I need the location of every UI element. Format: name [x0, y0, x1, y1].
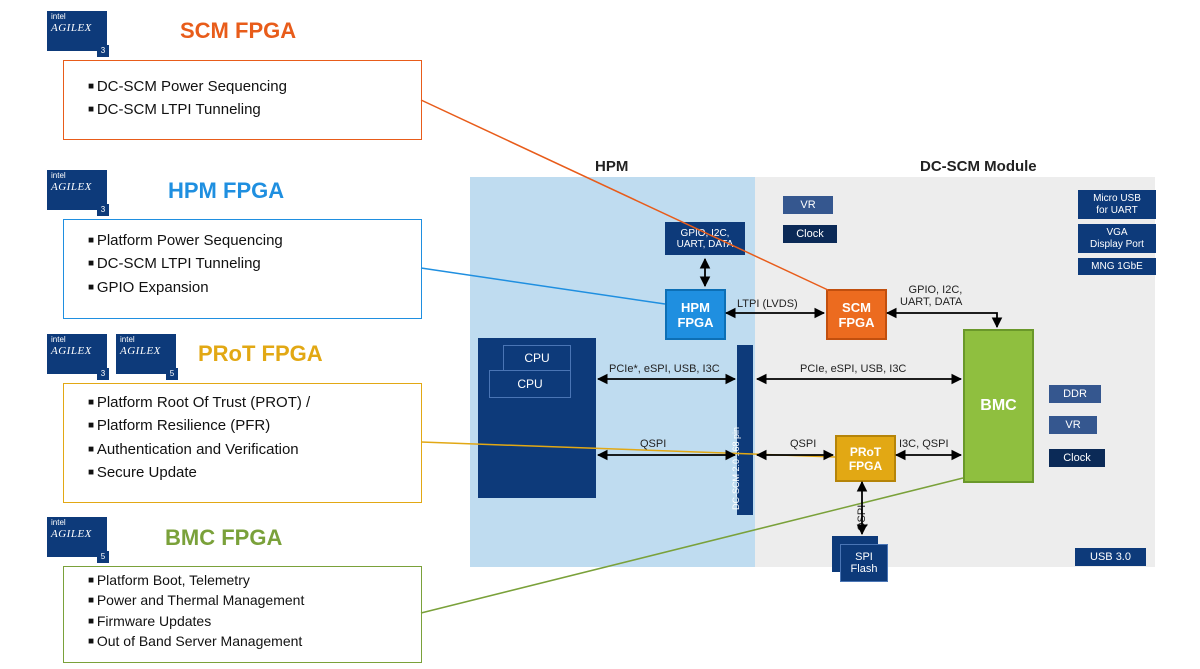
hpm-title: HPM FPGA [168, 178, 284, 204]
tag-vr-2: VR [1049, 416, 1097, 434]
prot-bullets: Platform Root Of Trust (PROT) / Platform… [88, 391, 310, 484]
tag-vga: VGA Display Port [1078, 224, 1156, 253]
lbl-qspi-l: QSPI [640, 438, 666, 450]
scm-bullets: DC-SCM Power Sequencing DC-SCM LTPI Tunn… [88, 75, 287, 122]
agilex-badge-bmc: intelAGILEX5 [47, 517, 107, 557]
spi-flash: SPI Flash [840, 544, 888, 582]
connector-label: DC-SCM 2.0 168 pin [731, 340, 741, 510]
scm-title: SCM FPGA [180, 18, 296, 44]
hpm-bullets: Platform Power Sequencing DC-SCM LTPI Tu… [88, 229, 283, 299]
lbl-pcie2: PCIe, eSPI, USB, I3C [800, 363, 906, 375]
cpu-1: CPU [503, 345, 571, 371]
tag-clock-2: Clock [1049, 449, 1105, 467]
tag-ddr: DDR [1049, 385, 1101, 403]
cpu-2: CPU [489, 370, 571, 398]
tag-clock-1: Clock [783, 225, 837, 243]
tag-microusb: Micro USB for UART [1078, 190, 1156, 219]
lbl-gpio-r: GPIO, I2C, UART, DATA [900, 284, 962, 308]
scm-fpga-block: SCM FPGA [826, 289, 887, 340]
agilex-badge-prot-3: intelAGILEX3 [47, 334, 107, 374]
hpm-zone-label: HPM [595, 158, 628, 175]
prot-title: PRoT FPGA [198, 341, 323, 367]
dcscm-zone-label: DC-SCM Module [920, 158, 1037, 175]
tag-usb3: USB 3.0 [1075, 548, 1146, 566]
agilex-badge-scm: intelAGILEX3 [47, 11, 107, 51]
prot-fpga-block: PRoT FPGA [835, 435, 896, 482]
lbl-ltpi: LTPI (LVDS) [737, 298, 798, 310]
tag-vr-1: VR [783, 196, 833, 214]
agilex-badge-hpm: intelAGILEX3 [47, 170, 107, 210]
agilex-badge-prot-5: intelAGILEX5 [116, 334, 176, 374]
bmc-title: BMC FPGA [165, 525, 282, 551]
lbl-qspi-m: QSPI [790, 438, 816, 450]
tag-mng: MNG 1GbE [1078, 258, 1156, 275]
gpio-top-block: GPIO, I2C, UART, DATA [665, 222, 745, 255]
bmc-block: BMC [963, 329, 1034, 483]
lbl-qspi-v: QSPI [856, 505, 868, 531]
hpm-fpga-block: HPM FPGA [665, 289, 726, 340]
bmc-bullets: Platform Boot, Telemetry Power and Therm… [88, 570, 304, 651]
lbl-i3c: I3C, QSPI [899, 438, 949, 450]
lbl-pcie: PCIe*, eSPI, USB, I3C [609, 363, 720, 375]
